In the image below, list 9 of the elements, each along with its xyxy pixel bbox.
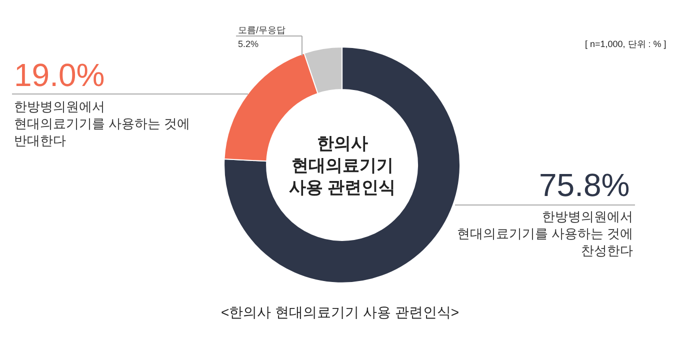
text: [ n=1,000, 단위 : % ] [585,39,666,49]
text: 한의사 현대의료기기 사용 관련인식 [289,134,396,198]
slice-label: 한방병의원에서 현대의료기기를 사용하는 것에 반대한다 [14,99,190,148]
data-label: 5.2% [238,39,259,49]
data-label: 75.8% [539,167,630,203]
data-label: 19.0% [14,57,105,93]
text: <한의사 현대의료기기 사용 관련인식> [220,304,460,320]
slice-label: 한방병의원에서 현대의료기기를 사용하는 것에 찬성한다 [457,209,634,258]
slice-label: 모름/무응답 [238,25,286,35]
